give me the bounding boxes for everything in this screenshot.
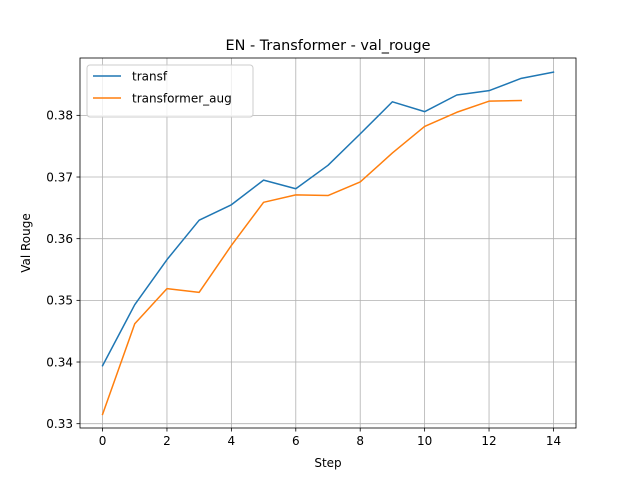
legend-label: transformer_aug <box>132 91 232 105</box>
y-tick-label: 0.34 <box>46 355 73 369</box>
legend-box <box>86 64 254 118</box>
y-tick-label: 0.35 <box>46 294 73 308</box>
y-tick-label: 0.36 <box>46 232 73 246</box>
x-tick-label: 0 <box>99 434 107 448</box>
x-tick-label: 10 <box>417 434 432 448</box>
x-axis-label: Step <box>314 456 341 470</box>
grid <box>80 58 576 428</box>
x-tick-label: 4 <box>228 434 236 448</box>
x-tick-label: 6 <box>292 434 300 448</box>
legend: transf transformer_aug <box>86 64 254 118</box>
x-tick-label: 12 <box>481 434 496 448</box>
y-axis: 0.33 0.34 0.35 0.36 0.37 0.38 <box>46 109 80 431</box>
chart-title: EN - Transformer - val_rouge <box>226 38 431 54</box>
y-tick-label: 0.33 <box>46 417 73 431</box>
plot-frame <box>79 57 577 429</box>
series-line-0 <box>101 71 555 367</box>
y-axis-label: Val Rouge <box>19 213 33 273</box>
x-axis: 0 2 4 6 8 10 12 14 <box>99 428 561 448</box>
legend-label: transf <box>132 69 168 83</box>
y-tick-label: 0.37 <box>46 170 73 184</box>
series-line-1 <box>101 99 523 416</box>
x-tick-label: 8 <box>356 434 364 448</box>
x-tick-label: 14 <box>546 434 561 448</box>
y-tick-label: 0.38 <box>46 109 73 123</box>
x-tick-label: 2 <box>163 434 171 448</box>
series-lines <box>101 71 555 416</box>
